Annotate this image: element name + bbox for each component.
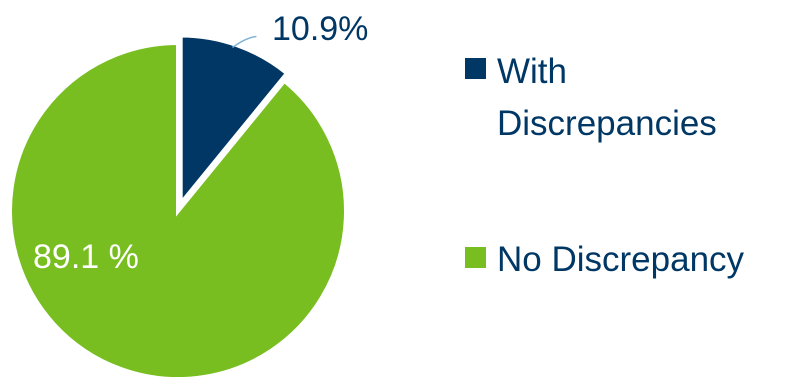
- legend-swatch-1: [465, 247, 486, 268]
- legend-label-1-line-0: No Discrepancy: [497, 240, 745, 279]
- pie-slice-no-discrepancy: [8, 40, 348, 378]
- data-label-no-discrepancy: 89.1 %: [33, 238, 139, 276]
- legend-swatch-0: [465, 58, 486, 79]
- legend-label-0-line-1: Discrepancies: [497, 104, 717, 143]
- legend: With Discrepancies No Discrepancy: [465, 52, 745, 279]
- data-label-with-discrepancies: 10.9%: [272, 10, 368, 48]
- legend-label-0-line-0: With: [497, 52, 567, 91]
- pie-labels: 10.9% 89.1 %: [33, 10, 368, 276]
- pie-slices: [8, 33, 348, 378]
- pie-slice-with-discrepancies: [178, 33, 290, 210]
- leader-line: [232, 35, 257, 49]
